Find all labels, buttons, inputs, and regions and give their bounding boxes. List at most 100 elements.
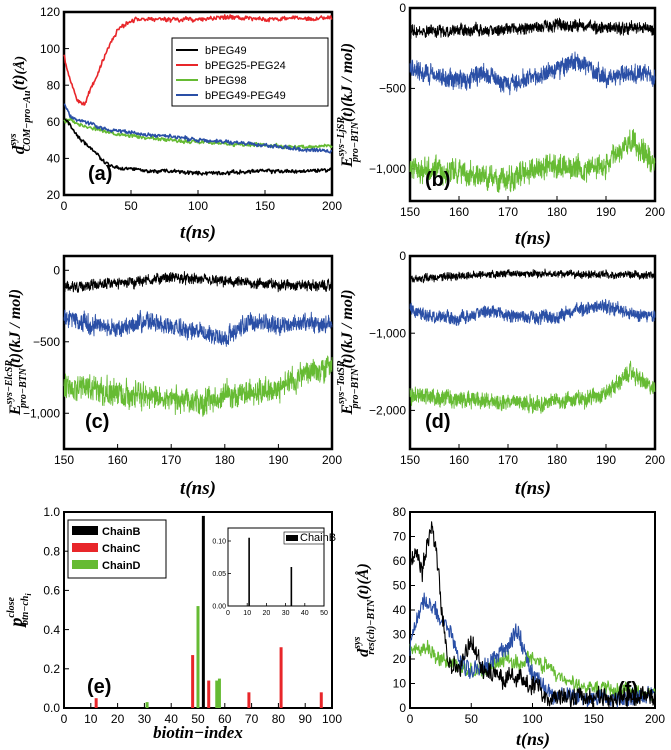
y-tick-label: 60 — [47, 115, 61, 129]
x-tick-label: 40 — [165, 712, 179, 726]
panel-d-series — [409, 268, 656, 414]
y-tick-label: 50 — [393, 579, 407, 593]
panel-c-xlabel: t(ns) — [180, 478, 216, 499]
x-tick-label: 160 — [449, 205, 469, 219]
x-tick-label: 0 — [226, 610, 230, 617]
y-tick-label: 80 — [47, 78, 61, 92]
x-tick-label: 200 — [645, 205, 665, 219]
x-tick-label: 150 — [400, 205, 420, 219]
x-tick-label: 190 — [268, 453, 288, 467]
panel-a-label: (a) — [88, 163, 112, 185]
x-tick-label: 0 — [61, 712, 68, 726]
panel-d-ylabel: Esys−TotSR pro−BTN(t)(kJ / mol) — [336, 289, 361, 415]
bar-ChainD — [215, 680, 219, 708]
x-tick-label: 200 — [645, 712, 665, 726]
inset-series — [248, 537, 293, 606]
panel-d-label: (d) — [425, 411, 451, 433]
y-tick-label: 20 — [393, 652, 407, 666]
x-tick-label: 200 — [322, 199, 342, 213]
series-black-line — [409, 17, 656, 39]
y-tick-label: 40 — [47, 152, 61, 166]
y-tick-label: −1,000 — [369, 162, 406, 176]
x-tick-label: 180 — [547, 205, 567, 219]
x-tick-label: 20 — [111, 712, 125, 726]
y-tick-label: −2,000 — [369, 404, 406, 418]
legend-swatch — [72, 560, 98, 569]
panel-b-ticks: 150 160 170 180 190 200 0 −500 −1,000 — [369, 1, 665, 219]
y-tick-label: −1,000 — [23, 406, 60, 420]
inset-legend-box — [283, 531, 325, 545]
x-tick-label: 200 — [322, 453, 342, 467]
panel-b-ylabel: Esys−LjSR pro−BTN(t)(kJ / mol) — [336, 43, 361, 168]
y-tick-label: 0.2 — [43, 662, 60, 676]
panel-b-xlabel: t(ns) — [515, 228, 551, 249]
legend-swatch — [72, 543, 98, 552]
legend-entry: bPEG98 — [205, 75, 247, 87]
y-tick-label: 0.00 — [212, 604, 226, 611]
panel-c-frame — [62, 254, 334, 451]
x-tick-label: 40 — [301, 610, 309, 617]
series-blue-line — [409, 51, 656, 96]
legend-entry: ChainC — [102, 543, 141, 555]
legend-entry: ChainB — [102, 526, 141, 538]
panel-e-legend: ChainB ChainC ChainD — [67, 519, 167, 579]
y-tick-label: −500 — [33, 335, 60, 349]
x-tick-label: 160 — [449, 453, 469, 467]
bar-ChainD — [217, 678, 221, 708]
x-tick-label: 160 — [108, 453, 128, 467]
panel-f-ticks: 0 50 100 150 200 0 10 20 30 40 50 60 70 80 — [393, 505, 666, 726]
bar-ChainC — [279, 647, 283, 708]
panel-c-ylabel: Esys−ElcSR pro−BTN(t)(kJ / mol) — [4, 289, 29, 416]
x-tick-label: 50 — [320, 610, 328, 617]
x-tick-label: 100 — [188, 199, 208, 213]
legend-entry: ChainD — [102, 560, 141, 572]
x-tick-label: 180 — [547, 453, 567, 467]
x-tick-label: 170 — [161, 453, 181, 467]
bar-ChainC — [247, 692, 251, 708]
panel-d-xlabel: t(ns) — [515, 478, 551, 499]
bar-ChainC — [207, 680, 211, 708]
x-tick-label: 170 — [498, 205, 518, 219]
y-tick-label: 0.10 — [212, 539, 226, 546]
panel-b-frame — [408, 6, 657, 203]
x-tick-label: 190 — [596, 453, 616, 467]
bar-ChainC — [191, 655, 195, 708]
x-tick-label: 50 — [124, 199, 138, 213]
panel-a: 0 50 100 150 200 20 40 60 80 100 120 (a) bPEG49 bP… — [8, 5, 342, 243]
x-tick-label: 100 — [522, 712, 542, 726]
panel-e-ylabel: pclose btn−chi — [6, 593, 33, 629]
panel-a-ylabel: dsys COM−pro−Au(t)(Å) — [8, 56, 33, 154]
panel-e-inset: 0 10 20 30 40 50 0.00 0.05 0.10 ChainB — [212, 527, 336, 618]
panel-d: 150 160 170 180 190 200 0 −1,000 −2,000 (d) t(ns… — [336, 249, 665, 499]
panel-a-xlabel: t(ns) — [180, 222, 216, 243]
series-green-line — [409, 128, 656, 193]
x-tick-label: 150 — [584, 712, 604, 726]
panel-f-series — [409, 521, 656, 709]
panel-d-ticks: 150 160 170 180 190 200 0 −1,000 −2,000 — [369, 249, 665, 467]
x-tick-label: 100 — [322, 712, 342, 726]
x-tick-label: 50 — [465, 712, 479, 726]
inset-frame — [227, 527, 325, 607]
series-blue-line — [63, 309, 333, 347]
inset-bar-ChainB — [290, 567, 293, 606]
y-tick-label: 0.4 — [43, 623, 60, 637]
x-tick-label: 20 — [263, 610, 271, 617]
inset-bar-ChainB — [248, 537, 250, 606]
panel-a-series — [63, 14, 333, 176]
panel-f-label: (f) — [618, 679, 638, 701]
panel-f-xlabel: t(ns) — [516, 729, 550, 750]
panel-c-label: (c) — [85, 411, 109, 433]
series-blue-line — [409, 298, 656, 327]
x-tick-label: 50 — [191, 712, 205, 726]
inset-ticks: 0 10 20 30 40 50 0.00 0.05 0.10 — [212, 539, 328, 618]
y-tick-label: 0.0 — [43, 701, 60, 715]
x-tick-label: 10 — [243, 610, 251, 617]
y-tick-label: 80 — [393, 505, 407, 519]
panel-e-series — [94, 515, 323, 708]
y-tick-label: 0 — [399, 249, 406, 263]
legend-entry: bPEG25-PEG24 — [205, 60, 286, 72]
x-tick-label: 200 — [645, 453, 665, 467]
